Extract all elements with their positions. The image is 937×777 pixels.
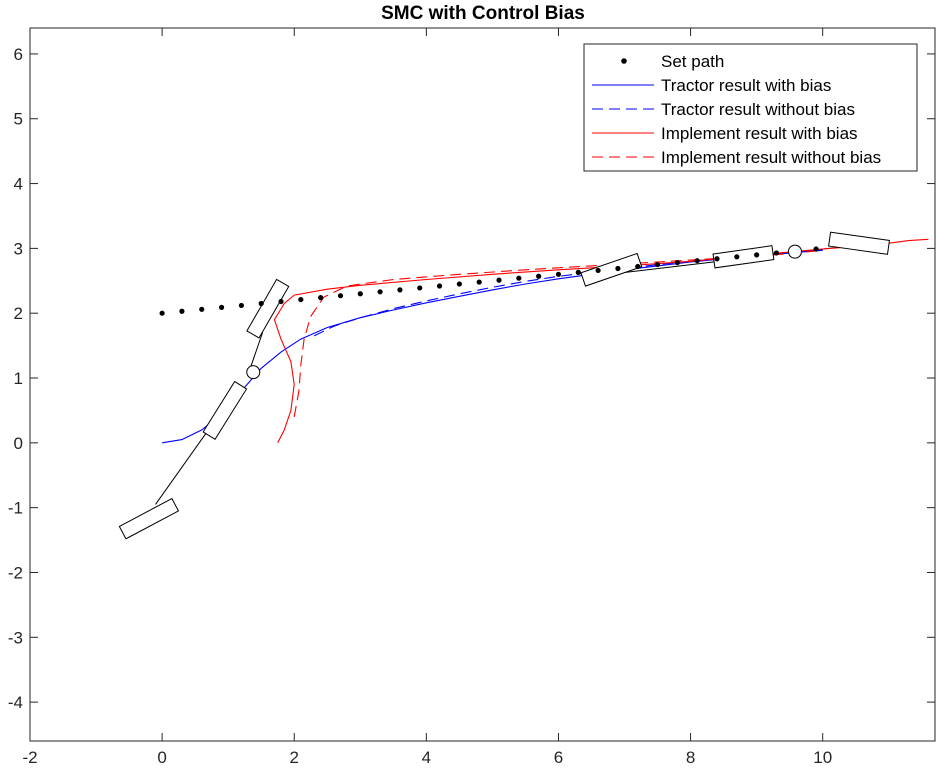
y-tick-label-6: 2 (14, 304, 23, 323)
set-path-point-29 (734, 254, 740, 260)
vehicle-wheel-5 (828, 231, 891, 255)
vehicle-wheel-0 (118, 497, 180, 540)
set-path-point-16 (476, 279, 482, 285)
legend-box (583, 43, 918, 172)
set-path-point-31 (773, 250, 780, 256)
y-tick-label-8: 4 (14, 175, 23, 194)
set-path-point-6 (278, 298, 284, 305)
legend-label-3: Implement result with bias (661, 124, 858, 143)
set-path-point-23 (615, 265, 621, 272)
y-tick-label-3: -1 (8, 499, 23, 518)
chart-title: SMC with Control Bias (381, 3, 585, 24)
set-path-point-22 (595, 267, 601, 274)
y-tick-label-4: 0 (14, 434, 23, 453)
vehicle-wheel-3 (580, 252, 643, 287)
vehicle-wheel-4 (712, 245, 775, 269)
axes: -2 0 2 4 6 8 10 -4 -3 -2 -1 0 1 2 3 4 5 6 (8, 27, 936, 767)
set-path-point-24 (635, 263, 641, 270)
x-tick-label-0: -2 (22, 748, 37, 767)
y-tick-label-5: 1 (14, 369, 23, 388)
y-tick-label-10: 6 (14, 45, 23, 64)
hitch-joint-1 (787, 244, 802, 259)
legend-label-2: Tractor result without bias (661, 100, 855, 119)
x-tick-label-5: 8 (686, 748, 695, 767)
plot-area (118, 231, 929, 540)
set-path-point-8 (318, 295, 324, 301)
set-path-point-9 (337, 293, 344, 299)
legend-label-4: Implement result without bias (661, 148, 881, 167)
set-path-point-11 (377, 289, 383, 295)
set-path-point-1 (179, 308, 185, 314)
series-line-4 (293, 249, 823, 417)
x-tick-label-1: 0 (157, 748, 166, 767)
x-tick-label-6: 10 (813, 748, 832, 767)
set-path-point-10 (357, 291, 363, 297)
set-path-point-21 (575, 269, 581, 275)
set-path-point-5 (258, 300, 264, 307)
y-tick-label-2: -2 (8, 563, 23, 582)
set-path-point-2 (199, 306, 205, 312)
legend-label-1: Tractor result with bias (661, 76, 831, 95)
set-path-point-4 (238, 302, 244, 309)
legend: Set path Tractor result with bias Tractor … (583, 43, 918, 172)
hitch-joint-0 (246, 365, 261, 380)
y-tick-label-7: 3 (14, 239, 23, 258)
vehicle-link-0 (155, 431, 208, 505)
set-path-point-13 (417, 285, 423, 291)
y-tick-label-1: -3 (8, 628, 23, 647)
set-path-point-20 (555, 271, 562, 277)
set-path-point-15 (456, 281, 462, 287)
set-path-point-33 (813, 246, 819, 252)
set-path-point-18 (516, 275, 522, 281)
x-tick-label-4: 6 (554, 748, 563, 767)
legend-label-0: Set path (661, 52, 724, 71)
y-tick-label-9: 5 (14, 110, 23, 129)
axes-box (29, 27, 936, 742)
set-path-point-7 (298, 296, 304, 303)
set-path-point-0 (159, 310, 165, 316)
set-path-point-14 (436, 283, 443, 289)
set-path-point-28 (714, 256, 720, 262)
set-path-point-27 (694, 258, 700, 264)
y-tick-label-0: -4 (8, 693, 23, 712)
vehicle-wheel-1 (202, 380, 248, 441)
set-path-point-25 (654, 261, 661, 268)
set-path-point-3 (218, 304, 225, 310)
set-path-point-17 (496, 277, 502, 283)
set-path-point-26 (674, 260, 680, 266)
set-path-point-19 (536, 273, 542, 279)
set-path-point-12 (397, 287, 403, 293)
x-tick-label-3: 4 (422, 748, 431, 767)
x-tick-label-2: 2 (289, 748, 298, 767)
plot-content (118, 231, 929, 540)
vehicle-wheel-2 (246, 278, 290, 339)
set-path-point-30 (754, 252, 760, 258)
legend-marker-0 (621, 58, 627, 64)
series-line-1 (162, 249, 823, 444)
